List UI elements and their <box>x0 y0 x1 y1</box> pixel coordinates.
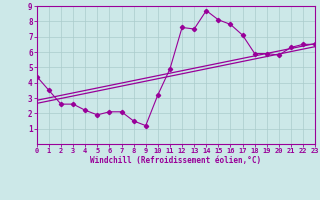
X-axis label: Windchill (Refroidissement éolien,°C): Windchill (Refroidissement éolien,°C) <box>91 156 261 165</box>
